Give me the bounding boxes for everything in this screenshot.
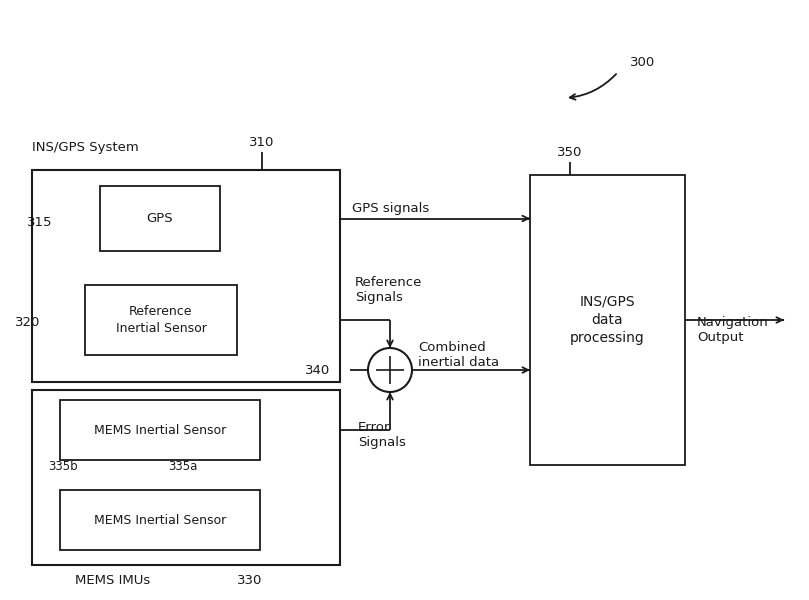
Text: Reference
Signals: Reference Signals bbox=[355, 276, 422, 304]
Text: 335b: 335b bbox=[49, 461, 78, 473]
Text: 310: 310 bbox=[249, 136, 275, 148]
Bar bbox=[32, 390, 340, 565]
Bar bbox=[60, 400, 260, 460]
Text: MEMS Inertial Sensor: MEMS Inertial Sensor bbox=[94, 424, 227, 437]
Text: INS/GPS
data
processing: INS/GPS data processing bbox=[570, 295, 645, 346]
Bar bbox=[100, 186, 220, 251]
Text: Combined
inertial data: Combined inertial data bbox=[418, 341, 499, 369]
Bar bbox=[85, 285, 237, 355]
Text: INS/GPS System: INS/GPS System bbox=[32, 142, 139, 154]
Text: 315: 315 bbox=[27, 215, 52, 229]
Text: 330: 330 bbox=[237, 574, 263, 587]
Bar bbox=[60, 490, 260, 550]
Text: MEMS IMUs: MEMS IMUs bbox=[75, 574, 150, 587]
Text: 340: 340 bbox=[305, 364, 330, 377]
Bar bbox=[530, 175, 685, 465]
Bar bbox=[32, 170, 340, 382]
Text: GPS signals: GPS signals bbox=[352, 202, 430, 215]
Text: MEMS Inertial Sensor: MEMS Inertial Sensor bbox=[94, 514, 227, 527]
Text: 320: 320 bbox=[15, 316, 40, 329]
Text: 350: 350 bbox=[557, 145, 582, 158]
Text: 335a: 335a bbox=[168, 461, 197, 473]
Text: Error
Signals: Error Signals bbox=[358, 421, 406, 449]
Text: Navigation
Output: Navigation Output bbox=[697, 316, 769, 344]
Text: Reference
Inertial Sensor: Reference Inertial Sensor bbox=[116, 305, 206, 335]
Text: 300: 300 bbox=[630, 55, 655, 68]
Text: GPS: GPS bbox=[146, 212, 173, 225]
